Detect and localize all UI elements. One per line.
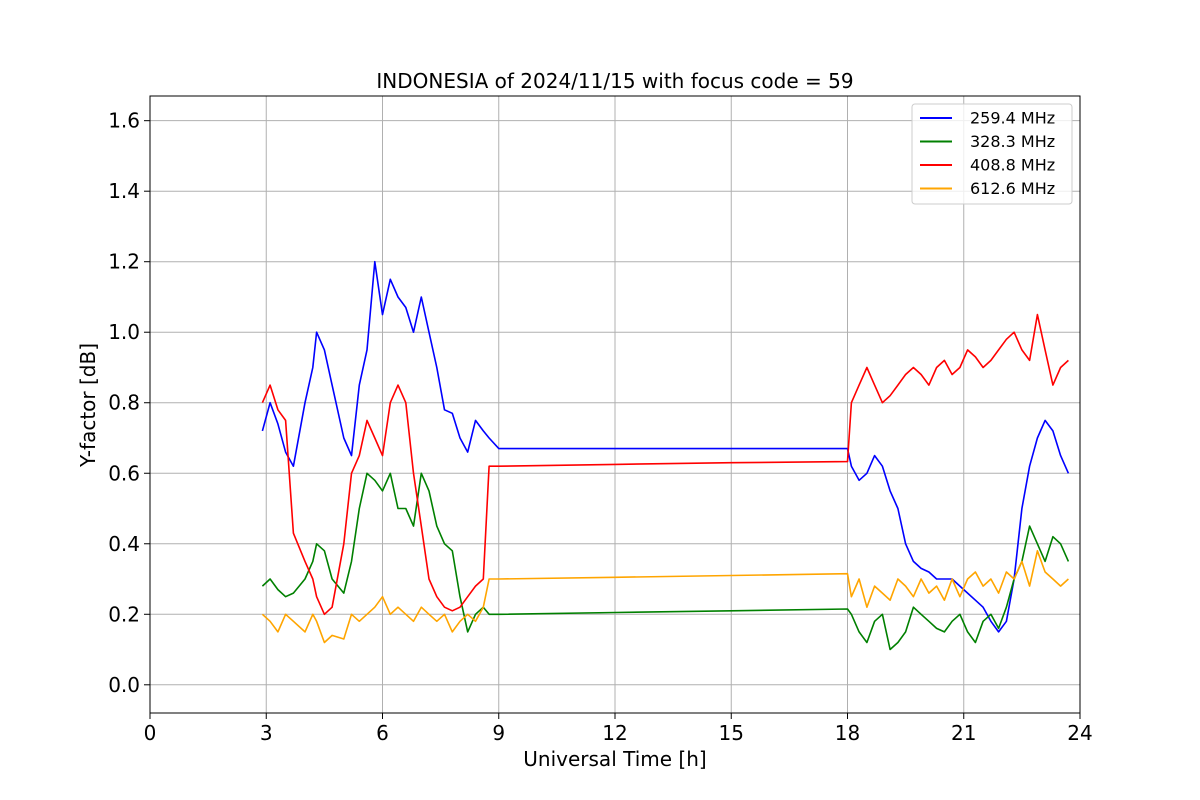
y-ticks: 0.0 0.2 0.4 0.6 0.8 1.0 1.2 1.4 1.6 [108, 109, 150, 697]
series-line-2 [261, 313, 1069, 616]
y-tick-label: 0.6 [108, 461, 140, 485]
legend: 259.4 MHz 328.3 MHz 408.8 MHz 612.6 MHz [911, 103, 1073, 205]
y-tick-label: 0.2 [108, 602, 140, 626]
series-group [261, 260, 1070, 651]
series-line-1 [261, 472, 1070, 651]
x-tick-label: 0 [144, 721, 157, 745]
x-ticks: 0 3 6 9 12 15 18 21 24 [144, 713, 1093, 745]
x-axis-title: Universal Time [h] [523, 747, 706, 771]
y-tick-label: 1.4 [108, 179, 140, 203]
legend-label: 408.8 MHz [970, 156, 1055, 175]
chart-title: INDONESIA of 2024/11/15 with focus code … [376, 69, 853, 93]
x-tick-label: 6 [376, 721, 389, 745]
x-tick-label: 12 [602, 721, 627, 745]
x-tick-label: 18 [835, 721, 860, 745]
x-tick-label: 3 [260, 721, 273, 745]
legend-label: 328.3 MHz [970, 132, 1055, 151]
x-tick-label: 9 [492, 721, 505, 745]
y-tick-label: 0.8 [108, 391, 140, 415]
x-tick-label: 15 [719, 721, 744, 745]
y-tick-label: 1.6 [108, 109, 140, 133]
x-tick-label: 21 [951, 721, 976, 745]
y-axis-title: Y-factor [dB] [76, 343, 100, 468]
series-line-3 [261, 549, 1069, 644]
legend-label: 259.4 MHz [970, 109, 1055, 128]
x-tick-label: 24 [1067, 721, 1092, 745]
y-tick-label: 1.2 [108, 250, 140, 274]
y-tick-label: 1.0 [108, 320, 140, 344]
legend-box [911, 103, 1073, 205]
y-tick-label: 0.4 [108, 532, 140, 556]
legend-label: 612.6 MHz [970, 179, 1055, 198]
y-tick-label: 0.0 [108, 673, 140, 697]
